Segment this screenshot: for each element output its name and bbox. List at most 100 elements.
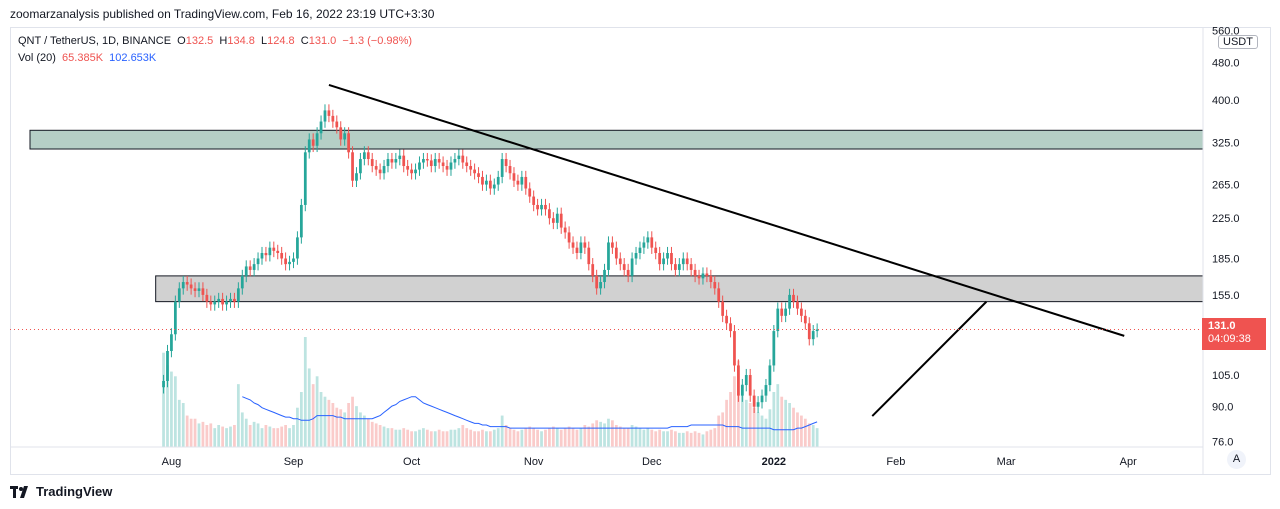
volume-bar xyxy=(815,428,819,447)
candle-body xyxy=(559,213,563,228)
candle-body xyxy=(626,269,630,276)
candle-body xyxy=(319,121,323,134)
volume-bar xyxy=(788,403,791,447)
candle-body xyxy=(815,329,819,332)
candle-body xyxy=(193,288,197,291)
candle-body xyxy=(650,237,654,248)
candle-body xyxy=(414,169,417,174)
volume-bar xyxy=(229,426,232,447)
volume-bar xyxy=(429,431,433,447)
candle-body xyxy=(481,176,484,185)
candle-body xyxy=(555,213,559,223)
candle-body xyxy=(477,173,480,177)
candle-body xyxy=(725,315,728,324)
volume-legend[interactable]: Vol (20) 65.385K 102.653K xyxy=(18,52,156,64)
candle-body xyxy=(721,301,725,316)
volume-bar xyxy=(701,434,705,447)
candle-body xyxy=(583,242,587,248)
volume-bar xyxy=(296,407,299,447)
volume-bar xyxy=(563,428,567,447)
volume-bar xyxy=(177,399,181,447)
volume-bar xyxy=(512,429,516,447)
candle-body xyxy=(642,242,646,248)
volume-bar xyxy=(713,428,717,447)
volume-bar xyxy=(752,407,756,447)
candle-body xyxy=(185,282,189,285)
candle-body xyxy=(520,176,524,185)
candle-body xyxy=(457,155,461,160)
open-value: 132.5 xyxy=(185,35,214,47)
candle-body xyxy=(370,159,374,167)
candle-body xyxy=(744,375,748,386)
candle-body xyxy=(536,204,539,210)
volume-bar xyxy=(351,396,354,447)
candle-body xyxy=(473,169,476,174)
volume-bar xyxy=(737,360,740,447)
volume-bar xyxy=(740,384,744,447)
uptrend-line xyxy=(871,300,988,417)
volume-bar xyxy=(213,428,217,447)
volume-bar xyxy=(603,423,606,447)
candle-body xyxy=(701,273,705,279)
candle-body xyxy=(264,253,268,256)
candle-body xyxy=(410,169,413,174)
volume-bar xyxy=(579,428,583,447)
candle-body xyxy=(666,253,669,259)
symbol-legend[interactable]: QNT / TetherUS, 1D, BINANCE O132.5 H134.… xyxy=(18,35,412,47)
volume-bar xyxy=(733,376,736,447)
candle-body xyxy=(205,294,209,302)
candle-body xyxy=(614,247,618,259)
candle-body xyxy=(618,258,622,265)
candle-body xyxy=(355,173,358,181)
change-value: −1.3 (−0.98%) xyxy=(342,35,413,47)
price-tick-label: 76.0 xyxy=(1212,437,1233,449)
currency-badge[interactable]: USDT xyxy=(1218,35,1258,49)
candle-body xyxy=(359,159,362,174)
volume-bar xyxy=(666,431,669,447)
volume-bar xyxy=(465,428,469,447)
volume-bar xyxy=(760,415,764,447)
volume-bar xyxy=(634,426,638,447)
candle-body xyxy=(213,301,217,305)
volume-bar xyxy=(670,429,673,447)
volume-bar xyxy=(477,431,480,447)
volume-label[interactable]: Vol (20) xyxy=(18,52,56,64)
volume-bar xyxy=(327,399,331,447)
volume-bar xyxy=(272,428,276,447)
candle-body xyxy=(252,264,256,270)
volume-bar xyxy=(331,403,335,447)
candle-body xyxy=(327,110,331,116)
candle-body xyxy=(508,166,512,174)
volume-bar xyxy=(784,399,788,447)
volume-bar xyxy=(437,429,441,447)
volume-bar xyxy=(374,423,378,447)
volume-ma-value: 102.653K xyxy=(109,52,157,64)
candle-body xyxy=(256,258,260,265)
auto-scale-button[interactable]: A xyxy=(1227,450,1246,469)
chart-frame[interactable] xyxy=(10,27,1271,475)
candle-body xyxy=(382,166,386,174)
volume-bar xyxy=(591,423,595,447)
candle-body xyxy=(587,247,591,265)
volume-bar xyxy=(587,426,591,447)
price-axis: 76.090.0105.0130.0155.0185.0225.0265.032… xyxy=(1202,26,1240,475)
candle-body xyxy=(772,331,776,366)
volume-bar xyxy=(422,428,425,447)
candle-body xyxy=(485,180,488,185)
candle-body xyxy=(351,152,354,181)
candle-body xyxy=(705,273,709,276)
volume-bar xyxy=(642,429,646,447)
volume-bar xyxy=(488,431,492,447)
candle-body xyxy=(390,159,394,163)
candle-body xyxy=(189,284,193,289)
volume-bar xyxy=(359,412,362,447)
time-tick-label: Apr xyxy=(1120,456,1137,468)
high-value: 134.8 xyxy=(227,35,255,47)
symbol-name[interactable]: QNT / TetherUS, 1D, BINANCE xyxy=(18,35,172,47)
price-tick-label: 325.0 xyxy=(1212,138,1240,150)
volume-bar xyxy=(268,426,272,447)
volume-bar xyxy=(441,431,445,447)
volume-bar xyxy=(725,399,728,447)
price-tick-label: 400.0 xyxy=(1212,95,1240,107)
